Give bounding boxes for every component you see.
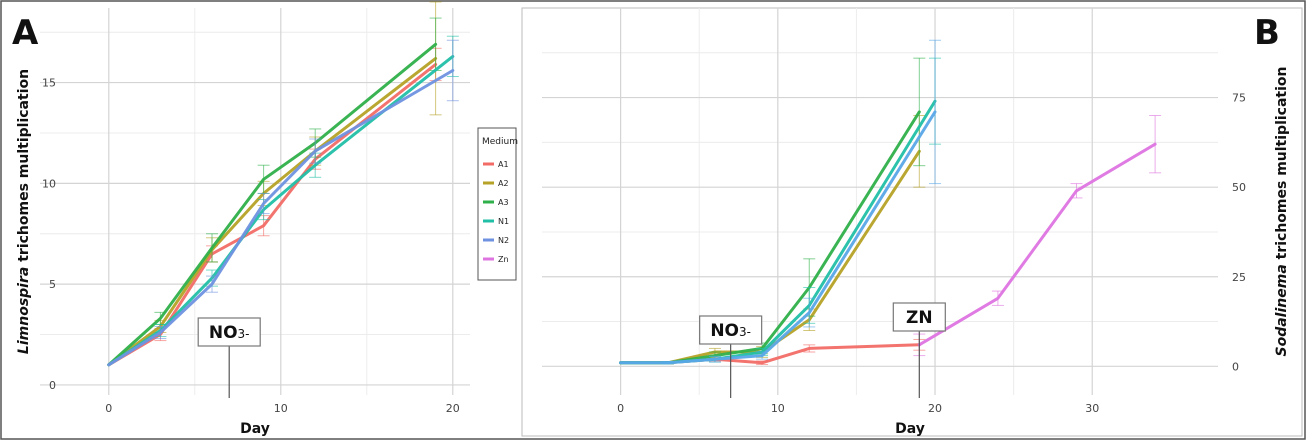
annotation-text: NO3-	[710, 321, 751, 341]
series-n2	[619, 39, 942, 365]
annotation-sub: 3-	[739, 325, 751, 339]
annotation-box	[699, 315, 763, 345]
y-tick-label: 0	[49, 379, 56, 392]
x-tick-label: 0	[617, 402, 624, 415]
series-line-a3	[107, 42, 438, 367]
y-axis-title: Sodalinema trichomes multiplication	[1274, 67, 1290, 357]
y-tick-label: 50	[1232, 181, 1246, 194]
x-tick-label: 10	[274, 402, 288, 415]
annotation-zn: ZN	[892, 302, 946, 398]
series-line-zn	[917, 142, 1157, 347]
y-tick-label: 15	[42, 77, 56, 90]
legend-label-n2: N2	[498, 236, 509, 245]
annotation-box	[892, 302, 946, 332]
annotation-no: NO3-	[699, 315, 763, 398]
panel-a: 0 10 20 0 5 10 15 Day Limnospira trichomes multi…	[12, 1, 470, 437]
series-n2	[107, 39, 459, 367]
x-tick-label: 20	[446, 402, 460, 415]
legend-label-a1: A1	[498, 160, 509, 169]
legend-label-a3: A3	[498, 198, 509, 207]
series-line-n2	[107, 69, 455, 367]
legend-label-n1: N1	[498, 217, 509, 226]
annotation-main: ZN	[906, 308, 933, 328]
legend-title: Medium	[482, 137, 518, 147]
legend-label-zn: Zn	[498, 255, 509, 264]
annotation-no: NO3-	[197, 317, 261, 398]
legend: Medium A1 A2 A3 N1 N2 Zn	[477, 127, 518, 281]
panel-letter: B	[1254, 13, 1280, 53]
series-line-a2	[107, 56, 438, 367]
x-tick-label: 30	[1085, 402, 1099, 415]
panel-b-frame	[521, 7, 1303, 437]
y-axis-title-italic: Sodalinema	[1274, 264, 1290, 356]
y-tick-label: 5	[49, 278, 56, 291]
legend-label-a2: A2	[498, 179, 509, 188]
annotation-main: NO	[710, 321, 739, 341]
y-axis-title-italic: Limnospira	[16, 267, 32, 354]
annotation-main: NO	[209, 323, 238, 343]
panel-letter: A	[12, 13, 39, 53]
series-line-n2	[619, 110, 937, 365]
panel-b: 0 10 20 30 0 25 50 75 Day Sodalinema trichomes mu…	[542, 8, 1290, 437]
y-tick-label: 75	[1232, 92, 1246, 105]
annotation-text: NO3-	[209, 323, 250, 343]
y-tick-label: 25	[1232, 271, 1246, 284]
x-tick-label: 10	[771, 402, 785, 415]
y-tick-label: 0	[1232, 360, 1239, 373]
x-tick-label: 0	[105, 402, 112, 415]
annotation-text: ZN	[906, 308, 933, 328]
x-axis-title: Day	[240, 421, 270, 437]
annotation-box	[197, 317, 261, 347]
y-axis-title-rest: trichomes multiplication	[1274, 67, 1290, 265]
y-axis-title-rest: trichomes multiplication	[16, 69, 32, 267]
annotation-sub: 3-	[238, 327, 250, 341]
x-tick-label: 20	[928, 402, 942, 415]
legend-box	[477, 127, 517, 281]
y-axis-title: Limnospira trichomes multiplication	[16, 69, 32, 354]
y-tick-label: 10	[42, 177, 56, 190]
x-axis-title: Day	[895, 421, 925, 437]
